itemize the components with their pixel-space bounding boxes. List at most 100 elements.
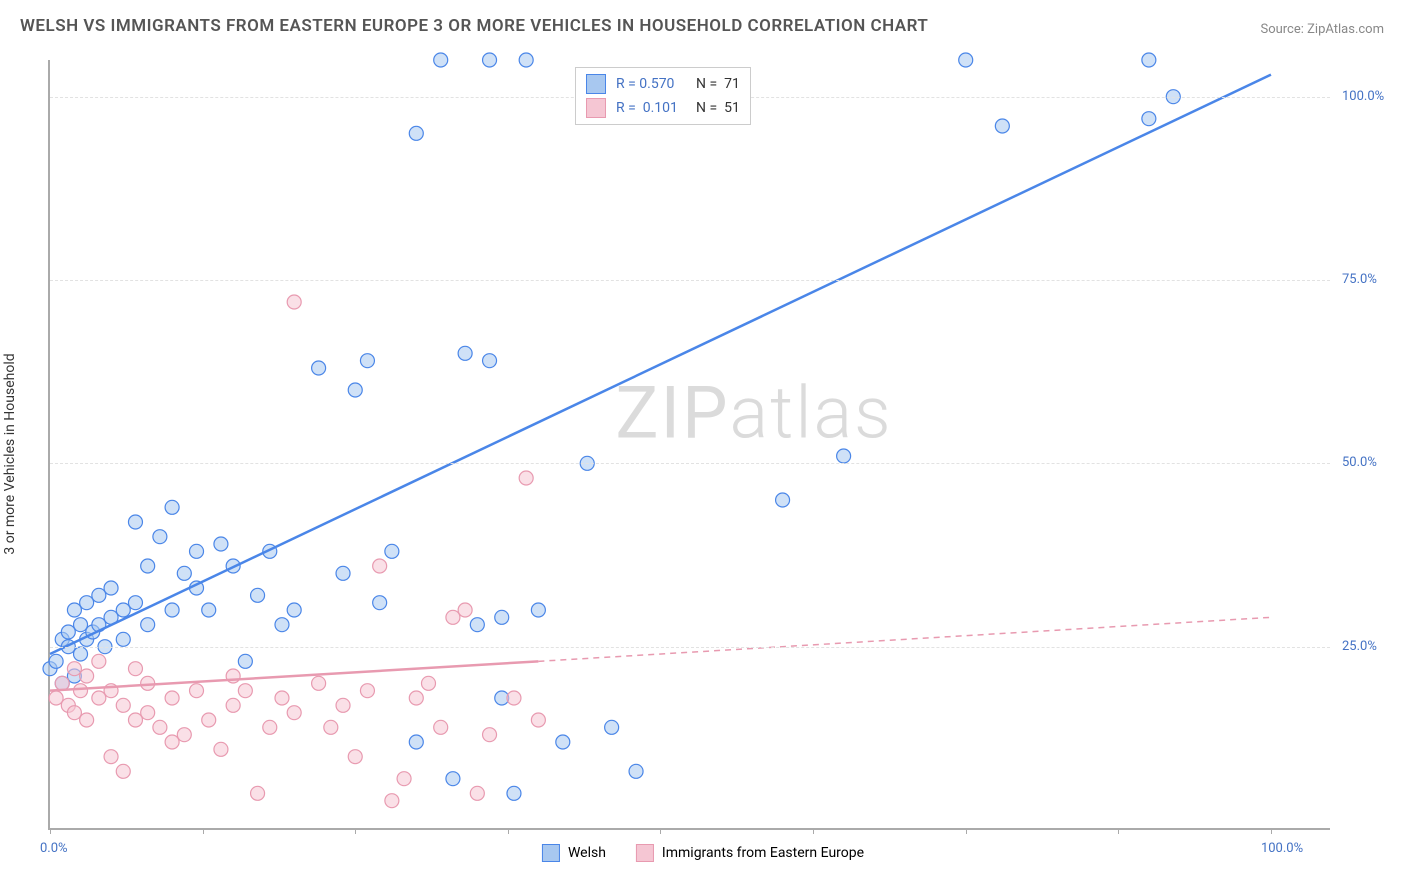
legend-n-welsh: N = 71 bbox=[696, 76, 740, 92]
data-point bbox=[458, 603, 472, 617]
data-point bbox=[287, 706, 301, 720]
data-point bbox=[165, 691, 179, 705]
x-tick-label: 100.0% bbox=[1261, 841, 1303, 856]
data-point bbox=[336, 698, 350, 712]
data-point bbox=[214, 742, 228, 756]
data-point bbox=[470, 618, 484, 632]
data-point bbox=[531, 713, 545, 727]
data-point bbox=[190, 544, 204, 558]
plot-area: ZIPatlas R = 0.570 N = 71 R = 0.101 N = … bbox=[48, 60, 1330, 830]
data-point bbox=[128, 596, 142, 610]
data-point bbox=[49, 691, 63, 705]
data-point bbox=[287, 295, 301, 309]
legend-n-immigrants: N = 51 bbox=[696, 100, 740, 116]
data-point bbox=[1142, 53, 1156, 67]
data-point bbox=[153, 720, 167, 734]
data-point bbox=[153, 530, 167, 544]
data-point bbox=[531, 603, 545, 617]
data-point bbox=[434, 53, 448, 67]
trend-line-immigrants-solid bbox=[50, 661, 538, 690]
data-point bbox=[67, 662, 81, 676]
data-point bbox=[312, 676, 326, 690]
data-point bbox=[409, 126, 423, 140]
data-point bbox=[141, 618, 155, 632]
data-point bbox=[92, 588, 106, 602]
bottom-swatch-immigrants bbox=[636, 844, 654, 862]
data-point bbox=[336, 566, 350, 580]
data-point bbox=[67, 603, 81, 617]
data-point bbox=[116, 698, 130, 712]
data-point bbox=[409, 735, 423, 749]
data-point bbox=[959, 53, 973, 67]
data-point bbox=[348, 750, 362, 764]
data-point bbox=[226, 698, 240, 712]
data-point bbox=[324, 720, 338, 734]
data-point bbox=[287, 603, 301, 617]
data-point bbox=[141, 706, 155, 720]
data-point bbox=[421, 676, 435, 690]
legend-r-immigrants: R = 0.101 bbox=[616, 100, 686, 116]
data-point bbox=[385, 794, 399, 808]
data-point bbox=[483, 53, 497, 67]
data-point bbox=[177, 728, 191, 742]
data-point bbox=[275, 618, 289, 632]
data-point bbox=[360, 684, 374, 698]
bottom-legend-welsh: Welsh bbox=[542, 844, 606, 862]
data-point bbox=[251, 588, 265, 602]
data-point bbox=[238, 654, 252, 668]
data-point bbox=[495, 610, 509, 624]
data-point bbox=[397, 772, 411, 786]
data-point bbox=[483, 728, 497, 742]
data-point bbox=[116, 632, 130, 646]
data-point bbox=[605, 720, 619, 734]
bottom-swatch-welsh bbox=[542, 844, 560, 862]
chart-title: WELSH VS IMMIGRANTS FROM EASTERN EUROPE … bbox=[20, 16, 928, 36]
data-point bbox=[360, 354, 374, 368]
data-point bbox=[1142, 112, 1156, 126]
data-point bbox=[177, 566, 191, 580]
data-point bbox=[348, 383, 362, 397]
data-point bbox=[128, 662, 142, 676]
x-tick-label: 0.0% bbox=[40, 841, 68, 856]
legend-swatch-welsh bbox=[586, 74, 606, 94]
data-point bbox=[409, 691, 423, 705]
data-point bbox=[776, 493, 790, 507]
source-label: Source: ZipAtlas.com bbox=[1260, 22, 1384, 37]
data-point bbox=[251, 786, 265, 800]
legend-row-immigrants: R = 0.101 N = 51 bbox=[586, 96, 740, 120]
bottom-label-welsh: Welsh bbox=[568, 845, 606, 861]
data-point bbox=[80, 669, 94, 683]
data-point bbox=[275, 691, 289, 705]
chart-container: WELSH VS IMMIGRANTS FROM EASTERN EUROPE … bbox=[0, 0, 1406, 892]
data-point bbox=[67, 706, 81, 720]
data-point bbox=[202, 713, 216, 727]
data-point bbox=[519, 471, 533, 485]
bottom-label-immigrants: Immigrants from Eastern Europe bbox=[662, 845, 864, 861]
legend-r-welsh: R = 0.570 bbox=[616, 76, 686, 92]
trend-line-immigrants-dash bbox=[538, 617, 1271, 661]
data-point bbox=[202, 603, 216, 617]
legend-row-welsh: R = 0.570 N = 71 bbox=[586, 72, 740, 96]
data-point bbox=[470, 786, 484, 800]
data-point bbox=[116, 603, 130, 617]
data-point bbox=[74, 618, 88, 632]
bottom-legend: Welsh Immigrants from Eastern Europe bbox=[542, 844, 864, 862]
data-point bbox=[629, 764, 643, 778]
bottom-legend-immigrants: Immigrants from Eastern Europe bbox=[636, 844, 864, 862]
data-point bbox=[80, 713, 94, 727]
y-axis-label: 3 or more Vehicles in Household bbox=[2, 353, 18, 554]
data-point bbox=[104, 750, 118, 764]
data-point bbox=[446, 772, 460, 786]
data-point bbox=[61, 625, 75, 639]
data-point bbox=[556, 735, 570, 749]
data-point bbox=[507, 691, 521, 705]
data-point bbox=[92, 654, 106, 668]
data-point bbox=[837, 449, 851, 463]
data-point bbox=[74, 647, 88, 661]
data-point bbox=[116, 764, 130, 778]
data-point bbox=[519, 53, 533, 67]
data-point bbox=[92, 691, 106, 705]
data-point bbox=[995, 119, 1009, 133]
data-point bbox=[49, 654, 63, 668]
data-point bbox=[141, 559, 155, 573]
